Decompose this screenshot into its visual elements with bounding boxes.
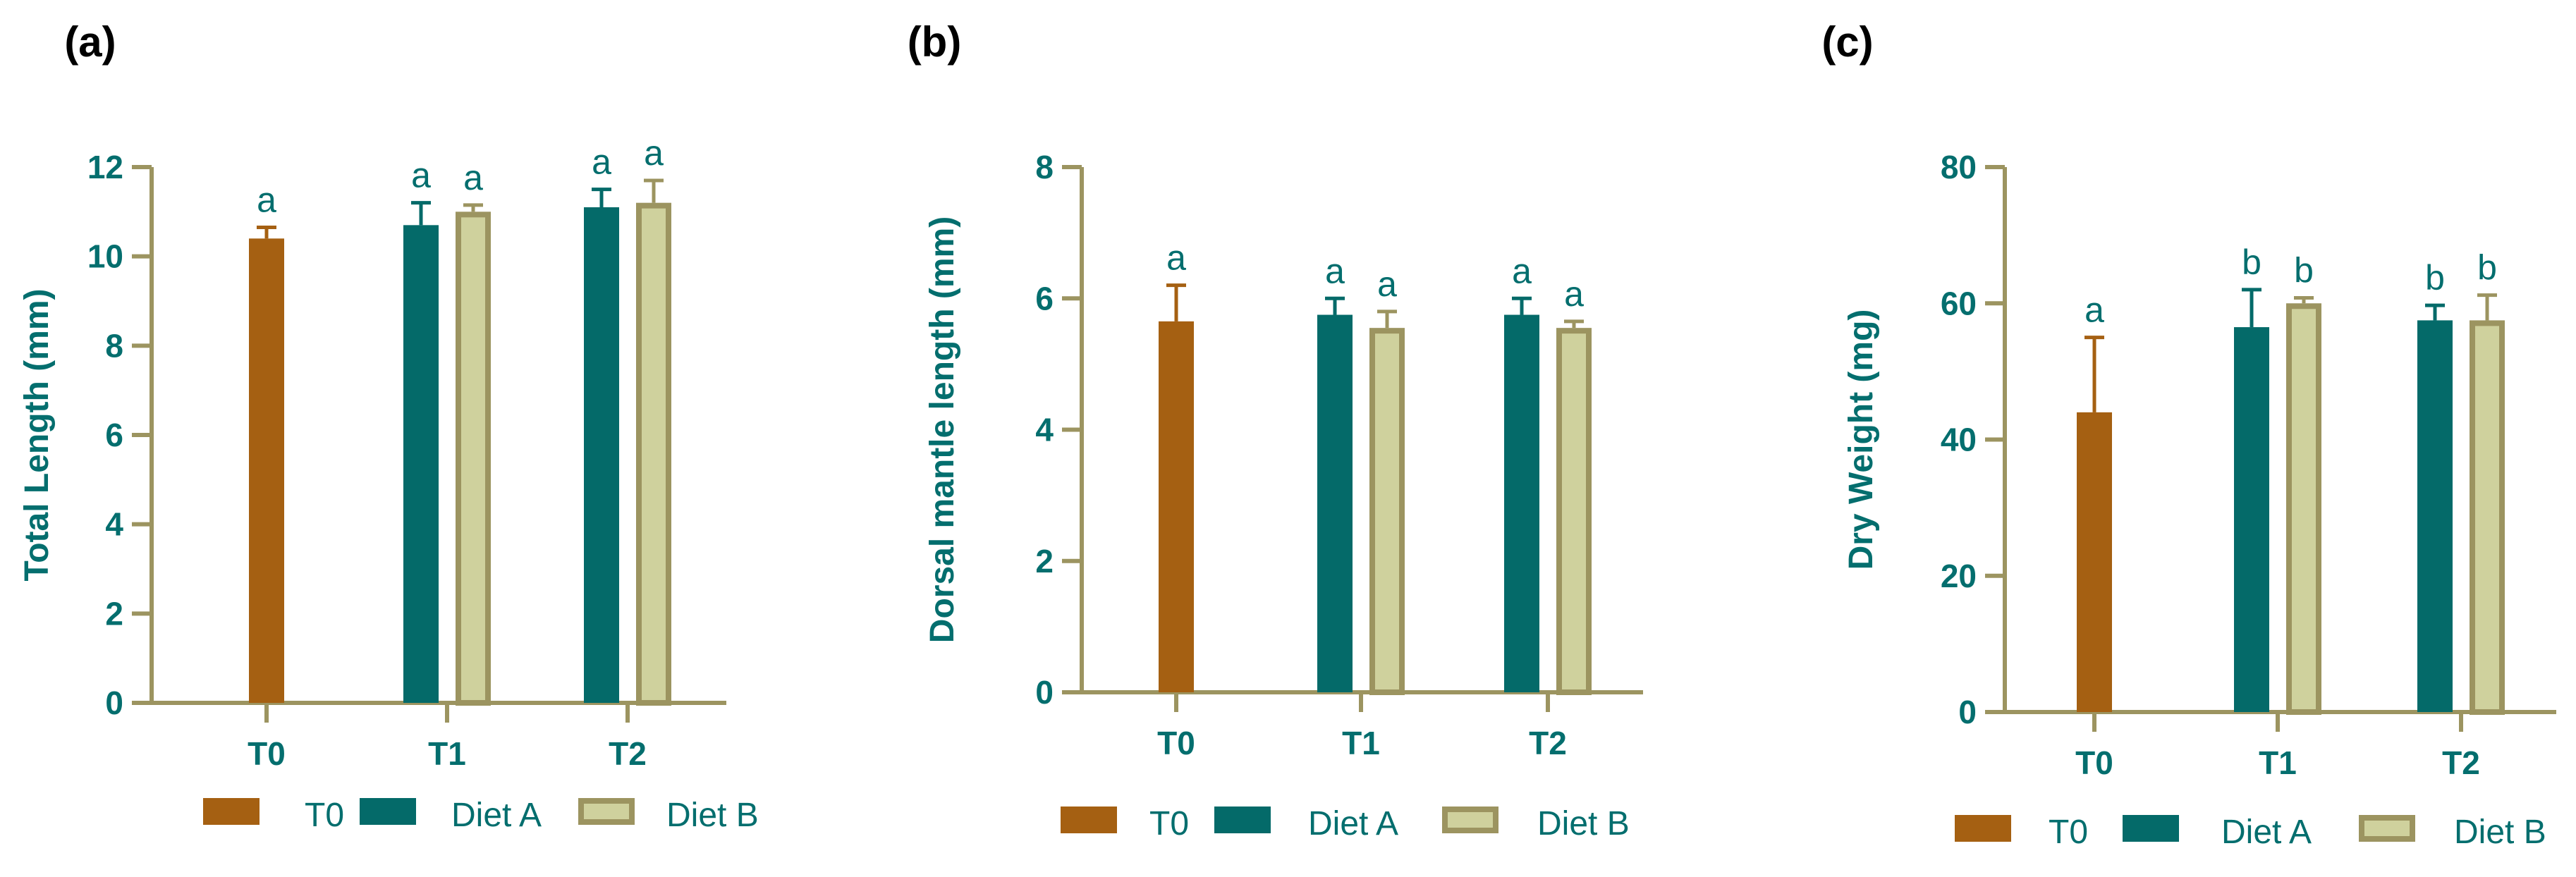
legend-label-diet-a: Diet A [451, 797, 542, 834]
significance-letter: a [411, 156, 431, 195]
bar-diet-a-t2 [584, 207, 619, 703]
bar-t0-t0 [1159, 321, 1194, 692]
y-axis-title: Total Length (mm) [18, 288, 56, 581]
legend-swatch-t0 [203, 798, 260, 825]
legend-swatch-diet-a [2123, 815, 2179, 842]
legend-swatch-diet-a [360, 798, 416, 825]
legend-swatch-t0 [1061, 807, 1117, 833]
y-tick-label: 0 [1958, 694, 1977, 730]
x-tick-label: T0 [248, 735, 286, 772]
legend-swatch-t0 [1955, 815, 2011, 842]
significance-letter: a [644, 133, 664, 173]
significance-letter: a [1377, 264, 1397, 304]
bar-diet-a-t2 [2417, 320, 2453, 712]
bar-diet-a-t1 [1317, 314, 1353, 692]
y-tick-label: 6 [105, 417, 123, 453]
y-tick-label: 0 [105, 685, 123, 721]
bar-diet-b-t2 [636, 202, 671, 706]
bar-diet-b-t1 [2286, 303, 2321, 715]
significance-letter: b [2425, 258, 2445, 298]
legend-label-diet-b: Diet B [666, 797, 759, 834]
y-tick-label: 80 [1941, 149, 1977, 185]
y-axis-title: Dorsal mantle length (mm) [924, 216, 961, 643]
y-tick-label: 0 [1035, 674, 1054, 711]
legend-label-t0: T0 [2049, 814, 2088, 851]
panel-label: (a) [64, 18, 116, 66]
y-tick-label: 60 [1941, 285, 1977, 321]
y-tick-label: 4 [1035, 412, 1054, 448]
significance-letter: b [2477, 248, 2497, 288]
bar-t0-t0 [249, 238, 284, 703]
y-axis-title: Dry Weight (mg) [1843, 309, 1880, 570]
significance-letter: a [1512, 251, 1532, 290]
x-tick-label: T2 [1529, 725, 1567, 761]
y-tick-label: 8 [1035, 149, 1054, 185]
y-tick-label: 10 [87, 238, 123, 275]
y-tick-label: 6 [1035, 280, 1054, 317]
significance-letter: a [592, 142, 611, 182]
panel-b: (b) Dorsal mantle length (mm) 0 2 4 6 8 T0 T1 T2 a… [908, 18, 1643, 842]
legend-label-diet-a: Diet A [1308, 805, 1398, 842]
legend-label-t0: T0 [305, 797, 344, 834]
bar-diet-a-t1 [403, 225, 439, 703]
legend-label-diet-b: Diet B [2454, 814, 2546, 851]
legend-label-diet-b: Diet B [1537, 805, 1630, 842]
y-tick-label: 20 [1941, 558, 1977, 594]
bar-diet-b-t1 [456, 211, 491, 706]
bar-diet-b-t2 [2470, 320, 2505, 715]
x-tick-label: T1 [1342, 725, 1380, 761]
panel-label: (c) [1821, 18, 1873, 66]
bar-diet-a-t2 [1504, 314, 1539, 692]
x-tick-label: T0 [1157, 725, 1195, 761]
bar-t0-t0 [2077, 412, 2112, 712]
significance-letter: a [1325, 251, 1345, 290]
legend-label-t0: T0 [1149, 805, 1189, 842]
y-tick-label: 2 [105, 595, 123, 632]
y-tick-label: 40 [1941, 422, 1977, 458]
legend-swatch-diet-b [1442, 807, 1498, 833]
y-tick-label: 4 [105, 506, 123, 543]
x-tick-label: T1 [2259, 744, 2297, 781]
significance-letter: b [2294, 251, 2314, 290]
panel-label: (b) [908, 18, 962, 66]
bar-diet-b-t1 [1369, 328, 1405, 695]
significance-letter: a [1166, 238, 1186, 278]
y-tick-label: 12 [87, 149, 123, 185]
y-tick-label: 8 [105, 327, 123, 364]
legend-swatch-diet-b [2359, 815, 2415, 842]
x-tick-label: T0 [2075, 744, 2113, 781]
significance-letter: a [463, 158, 483, 197]
significance-letter: a [2084, 290, 2104, 330]
legend-swatch-diet-a [1214, 807, 1271, 833]
legend-swatch-diet-b [578, 798, 635, 825]
bar-diet-a-t1 [2234, 327, 2269, 713]
x-tick-label: T2 [609, 735, 647, 772]
y-tick-label: 2 [1035, 543, 1054, 579]
significance-letter: a [1564, 274, 1584, 314]
x-tick-label: T2 [2442, 744, 2480, 781]
x-tick-label: T1 [428, 735, 466, 772]
significance-letter: a [257, 180, 276, 220]
bar-diet-b-t2 [1556, 328, 1592, 695]
legend-label-diet-a: Diet A [2221, 814, 2312, 851]
significance-letter: b [2242, 243, 2261, 282]
